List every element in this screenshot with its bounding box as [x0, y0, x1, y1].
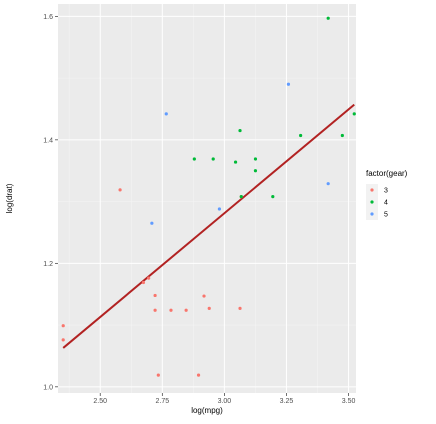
data-point-gear-3	[207, 306, 211, 311]
data-point-gear-3	[61, 338, 65, 342]
legend-swatch-3	[370, 188, 374, 192]
legend-title: factor(gear)	[366, 169, 408, 178]
data-point-gear-4	[233, 160, 238, 164]
data-point-gear-3	[238, 306, 242, 311]
grid-minor	[58, 4, 356, 393]
x-axis-title: log(mpg)	[191, 406, 223, 415]
data-point-gear-4	[238, 128, 242, 133]
data-point-gear-4	[253, 169, 258, 173]
legend-label-5: 5	[384, 212, 388, 219]
data-point-gear-5	[164, 112, 168, 116]
data-point-gear-5	[286, 82, 291, 86]
data-point-gear-3	[196, 373, 201, 377]
x-axis-ticks: 2.50 2.75 3.00 3.25 3.50	[93, 393, 355, 405]
data-point-gear-5	[326, 182, 330, 186]
legend-swatch-4	[370, 200, 374, 204]
data-point-gear-3	[153, 293, 157, 298]
y-axis-ticks: 1.0 1.2 1.4 1.6	[43, 14, 58, 391]
data-point-gear-3	[169, 308, 173, 312]
data-point-gear-4	[340, 133, 344, 138]
data-point-gear-4	[299, 133, 303, 138]
x-tick-label: 3.50	[342, 398, 356, 405]
y-tick-label: 1.2	[43, 261, 53, 268]
data-point-gear-3	[202, 294, 206, 298]
trend-line-group	[62, 103, 355, 349]
trend-line	[62, 103, 355, 349]
legend-swatch-5	[370, 212, 374, 216]
plot-panel	[58, 4, 356, 393]
y-tick-label: 1.0	[43, 384, 53, 391]
data-point-gear-4	[326, 16, 330, 20]
data-point-gear-5	[217, 207, 222, 211]
data-point-gear-4	[271, 195, 275, 199]
data-points	[61, 16, 356, 377]
data-point-gear-3	[156, 373, 160, 377]
y-axis-title: log(drat)	[5, 183, 14, 213]
legend-label-3: 3	[384, 188, 388, 195]
data-point-gear-3	[184, 308, 188, 312]
data-point-gear-4	[239, 195, 243, 199]
x-tick-label: 2.50	[93, 398, 107, 405]
data-point-gear-3	[153, 308, 157, 312]
data-point-gear-4	[211, 157, 215, 161]
x-tick-label: 3.00	[218, 398, 232, 405]
data-point-gear-3	[61, 324, 65, 328]
data-point-gear-3	[118, 188, 122, 192]
data-point-gear-4	[352, 112, 356, 116]
grid-major	[58, 4, 356, 393]
x-tick-label: 2.75	[155, 398, 169, 405]
x-tick-label: 3.25	[280, 398, 294, 405]
data-point-gear-3	[147, 276, 151, 280]
data-point-gear-5	[150, 221, 154, 225]
legend-label-4: 4	[384, 200, 388, 207]
y-tick-label: 1.4	[43, 137, 53, 144]
data-point-gear-4	[192, 157, 196, 161]
data-point-gear-3	[141, 280, 146, 285]
legend: factor(gear) 3 4 5	[366, 169, 408, 220]
data-point-gear-4	[253, 157, 258, 161]
legend-items: 3 4 5	[366, 184, 388, 220]
y-tick-label: 1.6	[43, 14, 53, 21]
